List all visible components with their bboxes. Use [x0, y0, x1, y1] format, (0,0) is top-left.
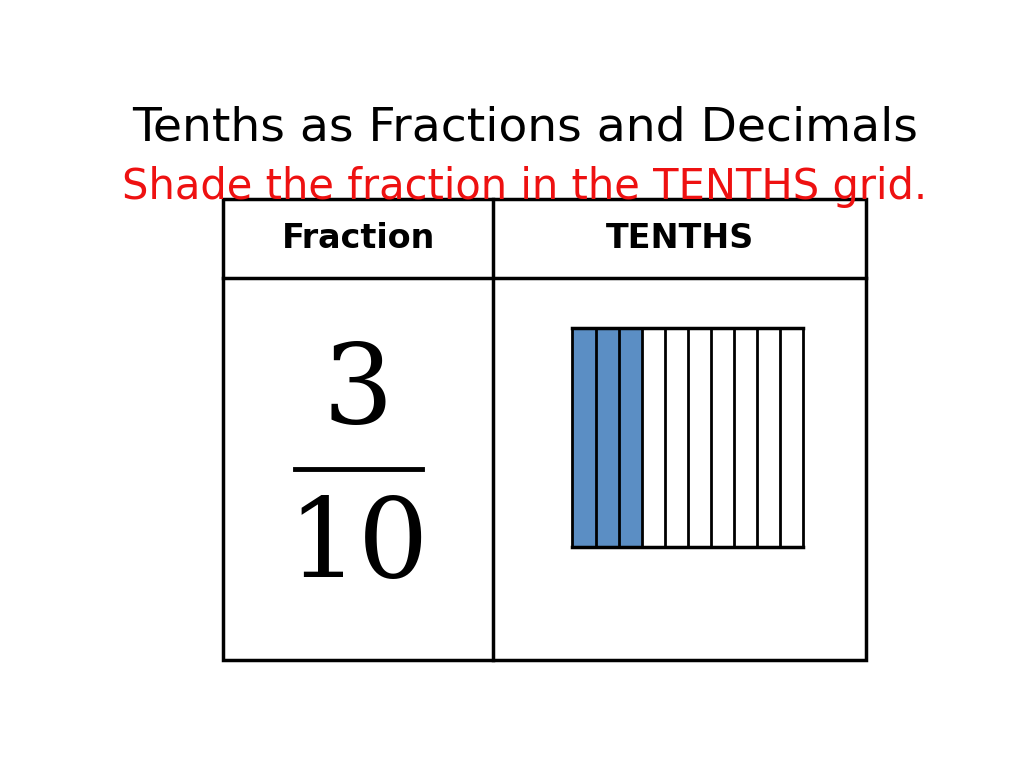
Text: 10: 10: [288, 492, 429, 600]
Bar: [596, 328, 618, 547]
Bar: [779, 328, 803, 547]
Bar: [572, 328, 596, 547]
Text: 3: 3: [323, 339, 393, 445]
Bar: [733, 328, 757, 547]
Text: Fraction: Fraction: [282, 222, 435, 255]
Bar: [665, 328, 687, 547]
Text: TENTHS: TENTHS: [605, 222, 754, 255]
Bar: [642, 328, 665, 547]
Text: Shade the fraction in the TENTHS grid.: Shade the fraction in the TENTHS grid.: [122, 166, 928, 208]
Bar: [757, 328, 779, 547]
Bar: [711, 328, 733, 547]
Bar: [687, 328, 711, 547]
Text: Tenths as Fractions and Decimals: Tenths as Fractions and Decimals: [132, 105, 918, 150]
Bar: [223, 199, 866, 660]
Bar: [618, 328, 642, 547]
